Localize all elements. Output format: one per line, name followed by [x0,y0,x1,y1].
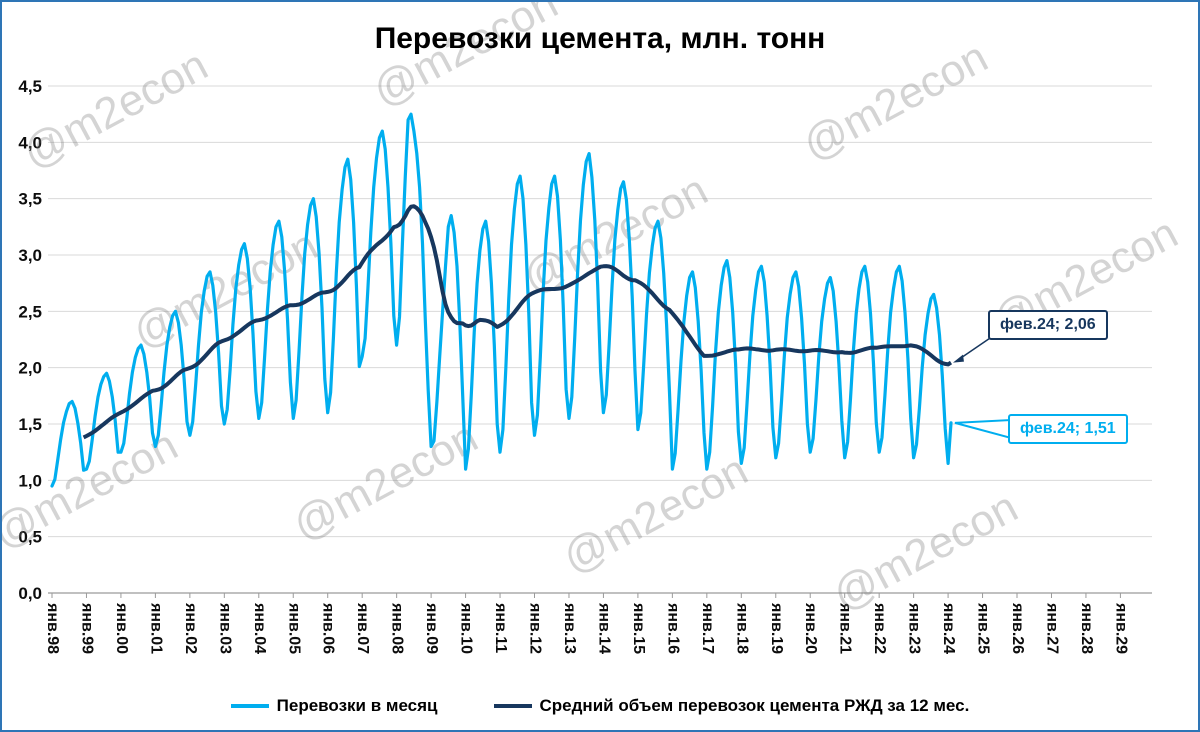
y-axis-tick-label: 1,0 [18,471,42,490]
x-axis-tick-label: янв.28 [1078,602,1095,654]
x-axis-tick-label: янв.05 [285,602,302,654]
legend-swatch-monthly-icon [230,704,269,708]
x-axis-tick-label: янв.06 [320,602,337,654]
callout-average-feb24: фев.24; 2,06 [988,310,1108,340]
y-axis-tick-label: 4,0 [18,133,42,152]
x-axis-tick-label: янв.12 [527,602,544,654]
x-axis-tick-label: янв.11 [492,602,509,653]
monthly-series-line [50,112,953,488]
legend-swatch-average-icon [493,704,532,708]
x-axis-tick-label: янв.98 [44,602,61,654]
x-axis-tick-label: янв.13 [561,602,578,654]
x-axis-tick-label: янв.99 [78,602,95,654]
x-axis-tick-label: янв.20 [802,602,819,654]
average-series-line [82,204,953,440]
x-axis-tick-label: янв.18 [733,602,750,654]
x-axis-tick-label: янв.21 [837,602,854,654]
watermark: @m2econ [285,412,486,550]
watermark: @m2econ [555,445,756,583]
x-axis-tick-label: янв.26 [1009,602,1026,654]
x-axis-tick-label: янв.16 [664,602,681,654]
legend: Перевозки в месяц Средний объем перевозо… [2,696,1198,716]
legend-item-monthly: Перевозки в месяц [230,696,438,716]
callout-pointer-monthly-icon [954,418,1012,440]
watermark: @m2econ [15,40,216,178]
legend-item-average: Средний объем перевозок цемента РЖД за 1… [493,696,970,716]
y-axis-tick-label: 0,0 [18,584,42,603]
x-axis-tick-label: янв.10 [458,602,475,654]
x-axis-tick-label: янв.00 [113,602,130,654]
x-axis-tick-label: янв.02 [182,602,199,654]
x-axis-tick-label: янв.25 [975,602,992,654]
legend-label-average: Средний объем перевозок цемента РЖД за 1… [539,696,970,715]
x-axis-tick-label: янв.22 [871,602,888,654]
x-axis-tick-label: янв.27 [1043,602,1060,654]
x-axis-tick-label: янв.03 [216,602,233,654]
x-axis-tick-label: янв.29 [1112,602,1129,654]
callout-arrowhead-average-icon [952,354,964,363]
y-axis-tick-label: 3,5 [18,190,42,209]
x-axis-tick-label: янв.01 [147,602,164,654]
x-axis-tick-label: янв.19 [768,602,785,654]
x-axis-tick-label: янв.24 [940,602,957,654]
x-axis-tick-label: янв.09 [423,602,440,654]
y-axis-tick-label: 0,5 [18,528,42,547]
watermark: @m2econ [125,220,326,358]
legend-label-monthly: Перевозки в месяц [276,696,438,715]
y-axis-tick-label: 1,5 [18,415,42,434]
x-axis-tick-label: янв.04 [251,602,268,654]
x-axis-tick-label: янв.07 [354,602,371,654]
x-axis-tick-label: янв.14 [595,602,612,654]
x-axis-tick-label: янв.08 [389,602,406,654]
x-axis-tick-label: янв.17 [699,602,716,654]
x-axis-tick-label: янв.23 [906,602,923,654]
y-axis-tick-label: 3,0 [18,246,42,265]
x-axis-tick-label: янв.15 [630,602,647,654]
watermark: @m2econ [365,2,566,116]
watermark: @m2econ [825,482,1026,620]
chart-title: Перевозки цемента, млн. тонн [374,22,826,55]
y-axis-tick-label: 2,0 [18,359,42,378]
callout-monthly-feb24: фев.24; 1,51 [1008,414,1128,444]
y-axis-tick-label: 4,5 [18,77,42,96]
y-axis-tick-label: 2,5 [18,302,42,321]
